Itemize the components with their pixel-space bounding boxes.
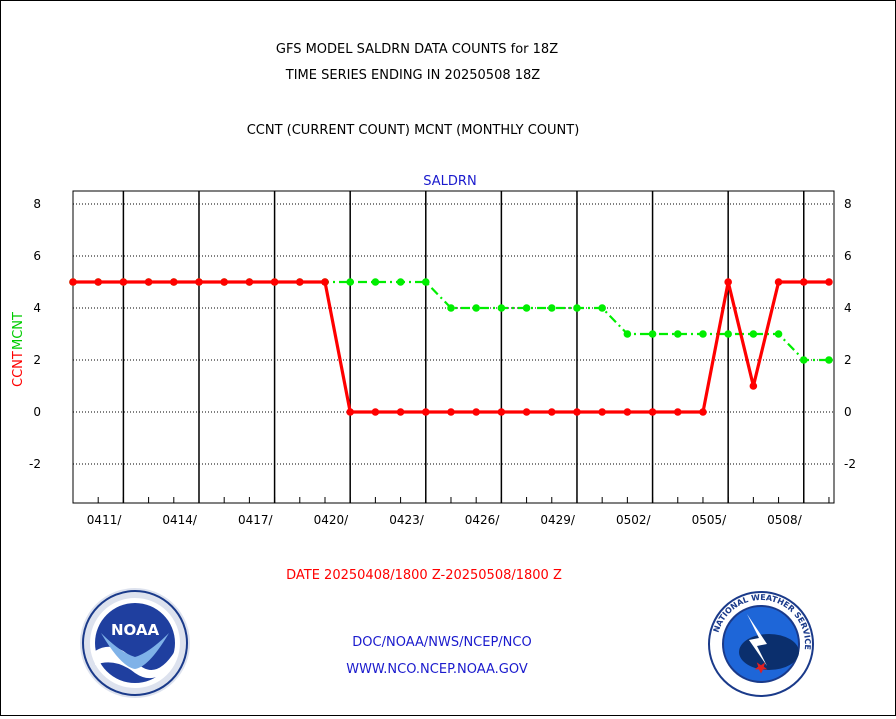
data-point-ccnt [421, 408, 430, 416]
data-point-mcnt [825, 356, 833, 364]
data-point-ccnt [749, 382, 758, 390]
data-point-mcnt [447, 304, 455, 312]
data-point-mcnt [371, 278, 380, 286]
data-point-ccnt [169, 278, 178, 286]
axis-layer: -2 -2 0 0 2 2 4 4 6 6 8 8 0411/0414/0417/0420/0423/0… [29, 190, 856, 527]
ytick-label-right: 8 [844, 197, 852, 211]
data-point-mcnt [573, 304, 581, 312]
xtick-label: 0429/ [540, 513, 576, 527]
date-range-label: DATE 20250408/1800 Z-20250508/1800 Z [286, 568, 562, 583]
series-layer [69, 278, 833, 416]
data-point-ccnt [295, 278, 304, 286]
data-point-ccnt [144, 278, 153, 286]
url-label: WWW.NCO.NCEP.NOAA.GOV [346, 662, 528, 677]
xtick-label: 0502/ [616, 513, 652, 527]
data-point-ccnt [321, 278, 329, 286]
data-point-mcnt [547, 304, 556, 312]
data-point-mcnt [774, 330, 783, 338]
data-point-ccnt [245, 278, 254, 286]
chart-title-line1: GFS MODEL SALDRN DATA COUNTS for 18Z [276, 42, 558, 57]
data-point-ccnt [69, 278, 77, 286]
data-point-mcnt [396, 278, 405, 286]
xtick-label: 0414/ [162, 513, 198, 527]
ylabel-ccnt: CCNT [11, 351, 26, 387]
data-point-ccnt [270, 278, 279, 286]
org-label: DOC/NOAA/NWS/NCEP/NCO [352, 635, 531, 650]
data-point-ccnt [799, 278, 808, 286]
data-point-mcnt [749, 330, 758, 338]
data-point-mcnt [623, 330, 632, 338]
data-point-ccnt [371, 408, 380, 416]
chart-title-line2: TIME SERIES ENDING IN 20250508 18Z [285, 68, 541, 83]
data-point-mcnt [421, 278, 430, 286]
data-point-ccnt [724, 278, 732, 286]
chart-subtitle: CCNT (CURRENT COUNT) MCNT (MONTHLY COUNT… [247, 123, 580, 138]
data-point-mcnt [724, 330, 732, 338]
data-point-ccnt [573, 408, 581, 416]
xtick-label: 0423/ [389, 513, 425, 527]
data-point-ccnt [522, 408, 531, 416]
ytick-label-left: 4 [33, 301, 41, 315]
ytick-label-left: 0 [33, 405, 41, 419]
data-point-ccnt [623, 408, 632, 416]
data-point-ccnt [699, 408, 707, 416]
grid-layer [73, 191, 834, 503]
data-point-mcnt [522, 304, 531, 312]
data-point-ccnt [396, 408, 405, 416]
data-point-ccnt [673, 408, 682, 416]
data-point-ccnt [346, 408, 354, 416]
ytick-label-right: 6 [844, 249, 852, 263]
xtick-label: 0411/ [87, 513, 123, 527]
data-point-mcnt [497, 304, 506, 312]
data-point-ccnt [220, 278, 228, 286]
data-point-ccnt [447, 408, 455, 416]
xtick-label: 0420/ [314, 513, 350, 527]
noaa-logo: NOAA [80, 588, 190, 698]
ytick-label-right: 0 [844, 405, 852, 419]
data-point-mcnt [598, 304, 606, 312]
data-point-mcnt [346, 278, 354, 286]
data-point-mcnt [673, 330, 682, 338]
noaa-logo-text: NOAA [111, 621, 160, 639]
ylabel-mcnt: MCNT [11, 312, 26, 350]
ytick-label-left: -2 [29, 457, 41, 471]
xtick-label: 0505/ [692, 513, 728, 527]
ytick-label-right: 4 [844, 301, 852, 315]
data-point-ccnt [825, 278, 833, 286]
ytick-label-left: 2 [33, 353, 41, 367]
data-point-ccnt [774, 278, 783, 286]
data-point-ccnt [598, 408, 606, 416]
xtick-label: 0426/ [465, 513, 501, 527]
series-line-ccnt [73, 280, 829, 414]
plot-border [72, 190, 835, 504]
data-point-ccnt [119, 278, 128, 286]
nws-logo: NATIONAL WEATHER SERVICE [708, 591, 814, 697]
data-point-ccnt [648, 408, 657, 416]
data-point-mcnt [699, 330, 707, 338]
data-point-ccnt [497, 408, 506, 416]
xtick-label: 0508/ [767, 513, 803, 527]
xtick-label: 0417/ [238, 513, 274, 527]
data-point-mcnt [799, 356, 808, 364]
ytick-label-right: -2 [844, 457, 856, 471]
data-point-mcnt [472, 304, 480, 312]
data-point-ccnt [547, 408, 556, 416]
data-point-ccnt [94, 278, 102, 286]
plot-label: SALDRN [423, 174, 476, 189]
data-point-ccnt [472, 408, 480, 416]
data-point-mcnt [648, 330, 657, 338]
data-point-ccnt [195, 278, 203, 286]
ytick-label-right: 2 [844, 353, 852, 367]
ytick-label-left: 6 [33, 249, 41, 263]
ytick-label-left: 8 [33, 197, 41, 211]
